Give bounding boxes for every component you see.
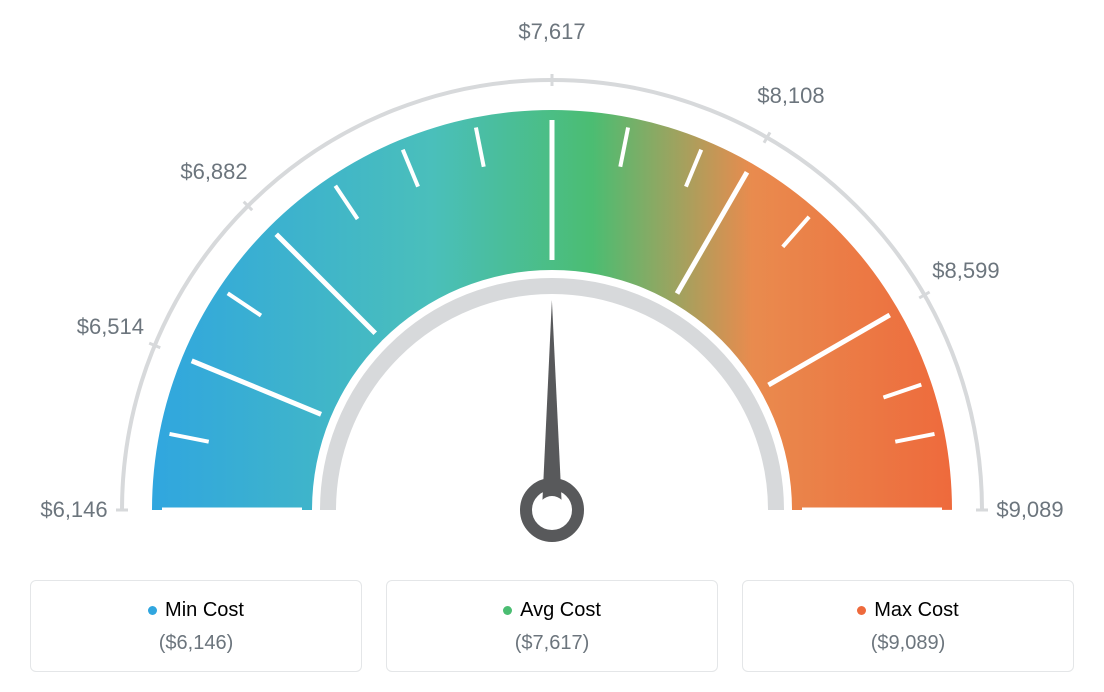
legend-value-max: ($9,089) [743,632,1073,655]
legend-value-avg: ($7,617) [387,632,717,655]
gauge-tick-label: $8,108 [757,83,824,109]
legend-row: Min Cost ($6,146) Avg Cost ($7,617) Max … [30,580,1074,672]
legend-card-avg: Avg Cost ($7,617) [386,580,718,672]
legend-card-min: Min Cost ($6,146) [30,580,362,672]
gauge-tick-label: $6,146 [40,497,107,523]
dot-icon [503,606,512,615]
gauge-tick-label: $6,514 [77,314,144,340]
gauge-tick-label: $6,882 [180,159,247,185]
legend-card-max: Max Cost ($9,089) [742,580,1074,672]
legend-label-avg: Avg Cost [387,599,717,622]
gauge-svg [20,20,1084,560]
dot-icon [148,606,157,615]
gauge-tick-label: $8,599 [932,258,999,284]
legend-label-min: Min Cost [31,599,361,622]
legend-label-text: Avg Cost [520,599,601,621]
dot-icon [857,606,866,615]
gauge-tick-label: $7,617 [518,19,585,45]
legend-label-max: Max Cost [743,599,1073,622]
legend-value-min: ($6,146) [31,632,361,655]
legend-label-text: Min Cost [165,599,244,621]
legend-label-text: Max Cost [874,599,958,621]
gauge-tick-label: $9,089 [996,497,1063,523]
cost-gauge: $6,146 $6,514 $6,882 $7,617 $8,108 $8,599 $9,0… [20,20,1084,560]
